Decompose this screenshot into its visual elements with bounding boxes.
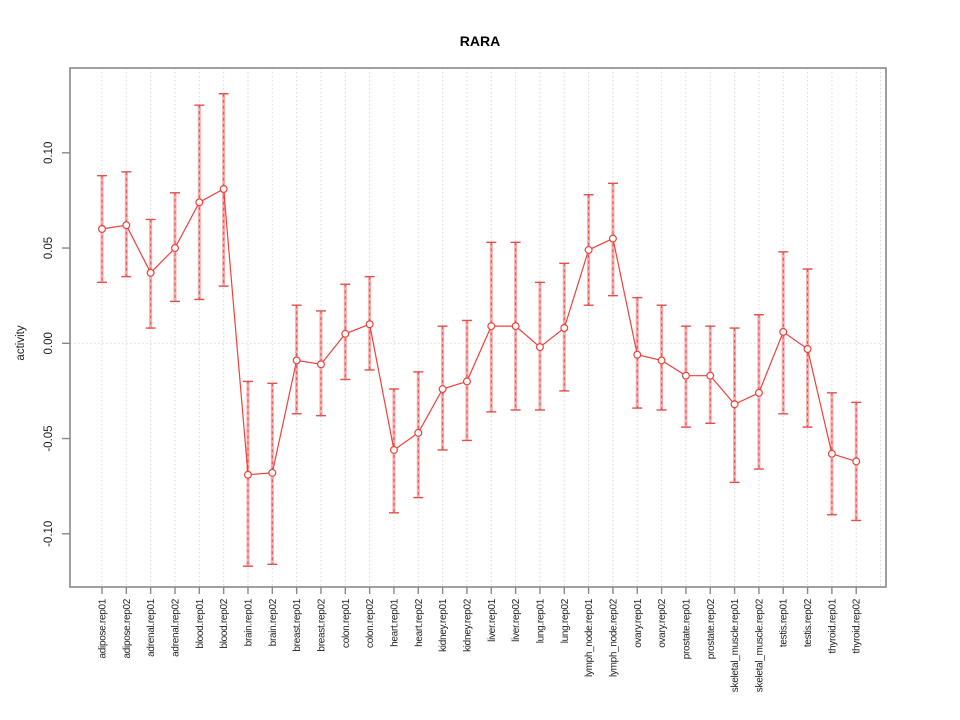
x-tick-label: testis.rep02 (803, 598, 814, 647)
plot-border (69, 67, 887, 588)
data-point (779, 327, 788, 336)
x-tick-label: thyroid.rep02 (852, 598, 863, 653)
y-tick-label: -0.10 (43, 521, 55, 547)
y-tick-label: 0.05 (43, 237, 55, 259)
x-tick-label: lymph_node.rep01 (584, 598, 595, 677)
data-point (657, 356, 666, 365)
x-tick-label: breast.rep01 (292, 598, 303, 651)
x-tick-label: kidney.rep02 (462, 598, 473, 652)
x-tick-label: heart.rep01 (389, 598, 400, 647)
x-tick-label: colon.rep02 (365, 598, 376, 648)
x-tick-label: brain.rep01 (243, 598, 254, 646)
x-tick-label: colon.rep01 (341, 598, 352, 648)
data-point (803, 345, 812, 354)
data-point (316, 360, 325, 369)
x-tick-label: liver.rep02 (511, 598, 522, 642)
chart-title: RARA (460, 33, 500, 49)
x-tick-label: prostate.rep02 (706, 598, 717, 659)
axis-ticks (62, 152, 857, 594)
x-tick-label: lymph_node.rep02 (608, 598, 619, 677)
data-point (487, 322, 496, 331)
data-point (414, 428, 423, 437)
y-tick-label: -0.05 (43, 425, 55, 451)
x-tick-label: skeletal_muscle.rep02 (754, 598, 765, 692)
x-tick-label: skeletal_muscle.rep01 (730, 598, 741, 692)
data-point (389, 445, 398, 454)
x-tick-label: ovary.rep01 (633, 598, 644, 648)
data-point (511, 322, 520, 331)
x-tick-label: adrenal.rep01 (146, 598, 157, 657)
gridlines (70, 68, 886, 587)
series-line (101, 188, 857, 476)
data-point (681, 371, 690, 380)
error-bars (97, 93, 862, 567)
data-point (146, 268, 155, 277)
x-tick-label: adipose.rep01 (98, 598, 109, 658)
data-point (608, 234, 617, 243)
data-point (852, 457, 861, 466)
x-tick-label: lung.rep01 (535, 598, 546, 643)
y-axis-title: activity (15, 325, 27, 360)
data-point (730, 400, 739, 409)
x-tick-label: adipose.rep02 (122, 598, 133, 658)
x-tick-label: testis.rep01 (779, 598, 790, 647)
data-point (462, 377, 471, 386)
x-tick-label: breast.rep02 (316, 598, 327, 651)
data-point (243, 470, 252, 479)
data-point (438, 385, 447, 394)
x-tick-label: kidney.rep01 (438, 598, 449, 652)
x-tick-label: prostate.rep01 (681, 598, 692, 659)
data-point (365, 320, 374, 329)
axis-tick-labels: 0.10 0.05 0.00 -0.05 -0.10 adipose.rep01 adipo… (43, 142, 863, 693)
x-tick-label: brain.rep02 (268, 598, 279, 646)
data-point (170, 244, 179, 253)
plot-box (69, 67, 887, 588)
data-points (97, 184, 861, 479)
x-tick-label: heart.rep02 (414, 598, 425, 647)
data-point (827, 449, 836, 458)
data-point (633, 350, 642, 359)
data-point (535, 343, 544, 352)
data-point (292, 356, 301, 365)
x-tick-label: blood.rep01 (195, 598, 206, 648)
y-tick-label: 0.10 (43, 142, 55, 164)
x-tick-label: liver.rep01 (487, 598, 498, 642)
data-point (268, 468, 277, 477)
x-tick-label: adrenal.rep02 (170, 598, 181, 657)
data-point (754, 388, 763, 397)
y-tick-label: 0.00 (43, 332, 55, 354)
x-tick-label: ovary.rep02 (657, 598, 668, 648)
data-point (341, 329, 350, 338)
x-tick-label: lung.rep02 (560, 598, 571, 643)
data-point (122, 221, 131, 230)
data-point (560, 324, 569, 333)
data-point (706, 371, 715, 380)
data-line (101, 188, 857, 476)
data-point (97, 225, 106, 234)
x-tick-label: blood.rep02 (219, 598, 230, 648)
data-point (195, 198, 204, 207)
data-point (584, 245, 593, 254)
x-tick-label: thyroid.rep01 (827, 598, 838, 653)
data-point (219, 184, 228, 193)
